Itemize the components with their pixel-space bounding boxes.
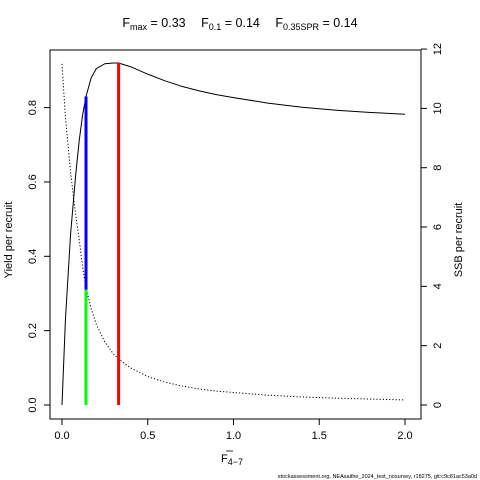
x-tick-label: 0.0 <box>54 430 69 442</box>
y-left-tick-label: 0.0 <box>27 397 39 412</box>
y-right-tick-label: 4 <box>432 283 444 289</box>
title-f01-value: = 0.14 <box>221 16 260 30</box>
title-fmax-label: F <box>122 16 130 30</box>
plot-frame <box>49 49 422 420</box>
y-right-tick-label: 0 <box>432 402 444 408</box>
title-fmax-sub: max <box>130 22 148 32</box>
title-fspr-value: = 0.14 <box>319 16 358 30</box>
y-right-tick-label: 6 <box>432 224 444 230</box>
x-axis-title-sub: 4−7 <box>228 457 243 467</box>
x-tick-label: 2.0 <box>397 430 412 442</box>
footer-note: stockassessment.org, NEAsaithe_2024_test… <box>278 474 477 480</box>
title-fmax-value: = 0.33 <box>147 16 186 30</box>
title-fspr-label: F <box>275 16 283 30</box>
ssb-per-recruit-line <box>61 63 406 401</box>
y-right-tick-label: 2 <box>432 343 444 349</box>
x-tick-label: 1.0 <box>226 430 241 442</box>
y-left-tick-label: 0.6 <box>27 174 39 189</box>
plot-area: 0.0 0.5 1.0 1.5 2.0 0.0 0.2 0.4 0.6 0.8 0 2 4 6 8 10 12 <box>27 43 444 442</box>
x-axis-title: F4−7 <box>221 453 243 467</box>
chart-title: Fmax = 0.33 F0.1 = 0.14 F0.35SPR = 0.14 <box>122 16 357 32</box>
y-left-tick-label: 0.2 <box>27 323 39 338</box>
yield-per-recruit-line <box>61 62 406 406</box>
x-tick-label: 1.5 <box>312 430 327 442</box>
y-axis-left-title: Yield per recruit <box>3 202 15 279</box>
y-axis-right-title: SSB per recruit <box>453 203 465 278</box>
x-axis-title-main: F <box>221 453 228 465</box>
y-right-tick-label: 12 <box>432 43 444 55</box>
y-left-tick-label: 0.4 <box>27 249 39 264</box>
title-f01-label: F <box>201 16 209 30</box>
y-right-tick-label: 8 <box>432 165 444 171</box>
y-left-tick-label: 0.8 <box>27 100 39 115</box>
x-tick-label: 0.5 <box>140 430 155 442</box>
title-f01-sub: 0.1 <box>209 22 222 32</box>
title-fspr-sub: 0.35SPR <box>283 22 320 32</box>
y-right-tick-label: 10 <box>432 102 444 114</box>
